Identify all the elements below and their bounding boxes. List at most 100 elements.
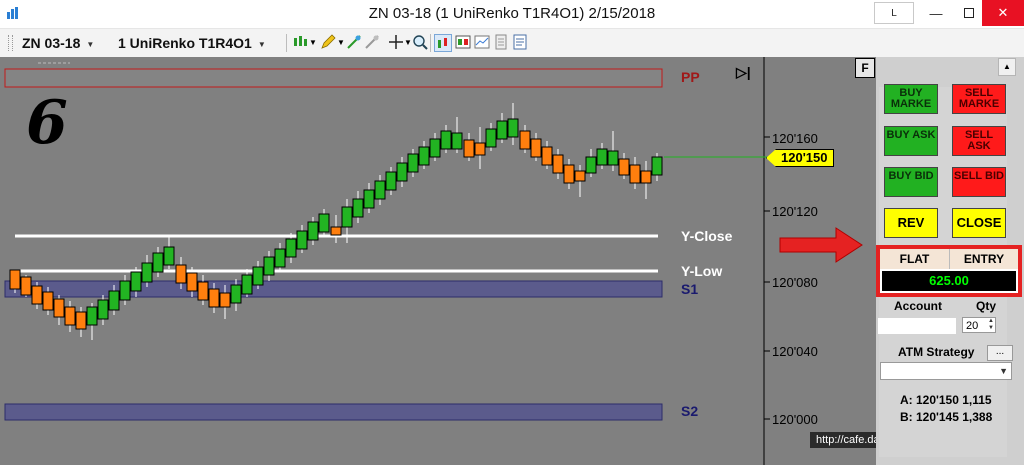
candle-up xyxy=(296,230,308,250)
candle-down xyxy=(75,311,87,330)
quantity-input[interactable]: 20 xyxy=(962,317,996,333)
close-position-button[interactable]: CLOSE xyxy=(952,208,1006,238)
f-button[interactable]: F xyxy=(855,58,875,78)
draw-tools-icon[interactable] xyxy=(346,34,362,50)
rev-button[interactable]: REV xyxy=(884,208,938,238)
s2-band xyxy=(4,403,663,421)
y-close-label: Y-Close xyxy=(681,228,733,244)
candle-up xyxy=(152,252,164,273)
candle-down xyxy=(574,170,586,182)
chart-panel[interactable]: 6 PP Y-Close Y-Low S1 S2 ▷| 120'160 120'… xyxy=(0,57,876,465)
candle-down xyxy=(197,281,209,301)
buy-market-button[interactable]: BUY MARKE xyxy=(884,84,938,114)
s2-label: S2 xyxy=(681,403,699,419)
price-axis-label: 120'040 xyxy=(772,344,818,359)
candle-up xyxy=(263,256,275,276)
sell-bid-button[interactable]: SELL BID xyxy=(952,167,1006,197)
position-display: FLAT ENTRY 625.00 xyxy=(876,245,1022,297)
maximize-button[interactable] xyxy=(958,0,980,26)
last-price-marker: 120'150 xyxy=(766,149,835,167)
bar-type-selector[interactable]: 1 UniRenko T1R4O1 ▼ xyxy=(118,35,266,51)
candle-up xyxy=(396,162,408,182)
instrument-selector[interactable]: ZN 03-18 ▼ xyxy=(22,35,94,51)
candle-down xyxy=(563,164,575,184)
app-icon xyxy=(7,7,18,19)
candle-up xyxy=(429,138,441,158)
candle-down xyxy=(530,138,542,158)
chevron-down-icon[interactable]: ▼ xyxy=(404,38,412,47)
candle-down xyxy=(618,158,630,176)
candle-up xyxy=(130,271,142,292)
toolbar-grip xyxy=(8,35,13,51)
data-box-icon[interactable] xyxy=(434,34,452,52)
candle-down xyxy=(42,291,54,311)
candle-up xyxy=(307,221,319,241)
minimize-button[interactable]: — xyxy=(929,5,943,21)
price-axis-label: 120'160 xyxy=(772,131,818,146)
sell-ask-button[interactable]: SELL ASK xyxy=(952,126,1006,156)
atm-strategy-select[interactable]: ▼ xyxy=(880,362,1012,380)
indicators-icon[interactable] xyxy=(474,34,490,50)
candle-up xyxy=(507,118,519,138)
buy-bid-button[interactable]: BUY BID xyxy=(884,167,938,197)
candle-down xyxy=(219,292,231,308)
strategies-icon[interactable] xyxy=(493,34,509,50)
toolbar-divider xyxy=(430,34,431,52)
price-axis-label: 120'080 xyxy=(772,275,818,290)
pencil-icon[interactable] xyxy=(320,34,336,50)
scroll-to-end-icon[interactable]: ▷| xyxy=(736,64,751,80)
candle-up xyxy=(585,156,597,174)
link-button[interactable]: L xyxy=(874,2,914,24)
candle-down xyxy=(541,146,553,166)
chevron-down-icon: ▼ xyxy=(257,39,266,49)
eraser-icon[interactable] xyxy=(364,34,380,50)
zoom-icon[interactable] xyxy=(412,34,428,50)
candle-up xyxy=(274,248,286,268)
chevron-up-icon: ▲ xyxy=(1003,62,1011,71)
candle-up xyxy=(418,146,430,166)
scroll-up-button[interactable]: ▲ xyxy=(998,58,1016,76)
candle-down xyxy=(463,139,475,158)
candle-up xyxy=(108,290,120,311)
chevron-down-icon[interactable]: ▼ xyxy=(337,38,345,47)
quantity-stepper[interactable]: ▲ ▼ xyxy=(988,318,994,331)
chevron-down-icon[interactable]: ▼ xyxy=(309,38,317,47)
annotation-number: 6 xyxy=(26,88,68,158)
candle-up xyxy=(341,206,353,228)
account-label: Account xyxy=(894,299,942,313)
sell-market-button[interactable]: SELL MARKE xyxy=(952,84,1006,114)
candle-down xyxy=(175,264,187,284)
chart-trader-icon[interactable] xyxy=(455,34,471,50)
s1-band xyxy=(4,280,663,298)
candle-up xyxy=(363,189,375,209)
chevron-down-icon: ▼ xyxy=(999,366,1008,376)
buy-ask-button[interactable]: BUY ASK xyxy=(884,126,938,156)
price-axis-label: 120'120 xyxy=(772,204,818,219)
pp-label: PP xyxy=(681,69,700,85)
y-low-label: Y-Low xyxy=(681,263,723,279)
qty-label: Qty xyxy=(976,299,997,313)
candle-up xyxy=(440,130,452,150)
crosshair-icon[interactable] xyxy=(388,34,404,50)
atm-more-button[interactable]: ... xyxy=(987,345,1013,361)
close-button[interactable]: ✕ xyxy=(982,0,1024,26)
properties-icon[interactable] xyxy=(512,34,528,50)
bar-type-label: 1 UniRenko T1R4O1 xyxy=(118,35,252,51)
candle-up xyxy=(252,266,264,286)
candle-up xyxy=(285,238,297,258)
bar-type-icon[interactable] xyxy=(292,34,308,50)
candle-down xyxy=(9,269,21,290)
candles-group xyxy=(9,103,663,340)
candle-down xyxy=(31,285,43,305)
candle-down xyxy=(330,226,342,236)
atm-strategy-label: ATM Strategy xyxy=(898,345,975,359)
bid-quote: B: 120'145 1,388 xyxy=(900,410,993,424)
price-axis-label: 120'000 xyxy=(772,412,818,427)
candle-up xyxy=(97,299,109,320)
maximize-icon xyxy=(964,8,974,18)
account-selector[interactable] xyxy=(878,318,956,334)
candle-down xyxy=(552,154,564,174)
chevron-down-icon: ▼ xyxy=(86,39,95,49)
chart-canvas xyxy=(4,57,863,465)
candle-up xyxy=(230,284,242,304)
